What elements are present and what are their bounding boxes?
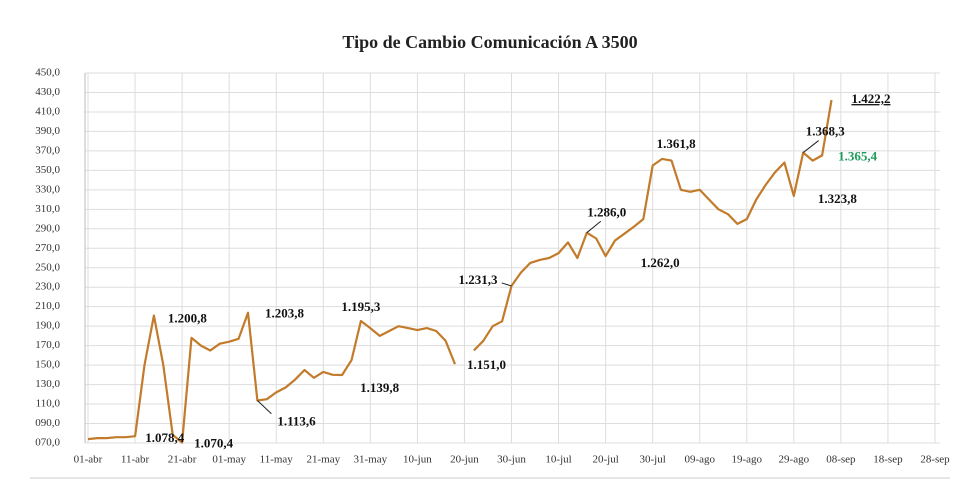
y-tick-label: 410,0	[35, 105, 60, 117]
x-tick-label: 18-sep	[873, 454, 903, 466]
y-tick-label: 210,0	[35, 300, 60, 312]
x-tick-label: 28-sep	[920, 454, 950, 466]
y-tick-label: 250,0	[35, 261, 60, 273]
x-tick-label: 11-may	[260, 454, 294, 466]
y-tick-label: 170,0	[35, 339, 60, 351]
value-label: 1.078,4	[145, 430, 185, 445]
value-label: 1.361,8	[657, 136, 697, 151]
value-label: 1.151,0	[467, 357, 506, 372]
y-tick-label: 390,0	[35, 125, 60, 137]
value-label: 1.365,4	[838, 148, 878, 163]
y-tick-label: 090,0	[35, 417, 60, 429]
y-tick-label: 230,0	[35, 281, 60, 293]
value-label: 1.203,8	[265, 306, 305, 321]
leader-line	[802, 140, 819, 153]
y-tick-label: 070,0	[35, 437, 60, 449]
x-tick-label: 01-abr	[74, 454, 103, 466]
y-tick-label: 330,0	[35, 183, 60, 195]
leader-line	[257, 400, 272, 415]
leader-line	[501, 282, 512, 287]
x-tick-label: 30-jul	[640, 454, 666, 466]
y-tick-label: 270,0	[35, 242, 60, 254]
x-tick-label: 21-may	[306, 454, 340, 466]
value-label: 1.323,8	[818, 191, 858, 206]
value-label: 1.231,3	[459, 272, 499, 287]
value-label: 1.422,2	[851, 91, 890, 106]
y-tick-label: 130,0	[35, 378, 60, 390]
x-tick-label: 20-jul	[592, 454, 618, 466]
value-label: 1.139,8	[360, 380, 400, 395]
chart-title: Tipo de Cambio Comunicación A 3500	[342, 32, 637, 52]
x-tick-label: 11-abr	[121, 454, 150, 466]
value-label: 1.195,3	[341, 299, 381, 314]
x-tick-label: 09-ago	[684, 454, 715, 466]
y-tick-label: 450,0	[35, 67, 60, 79]
y-tick-label: 110,0	[36, 398, 61, 410]
value-label: 1.262,0	[641, 255, 680, 270]
y-tick-label: 290,0	[35, 222, 60, 234]
x-tick-label: 31-may	[354, 454, 388, 466]
y-tick-label: 350,0	[35, 164, 60, 176]
x-tick-label: 20-jun	[450, 454, 479, 466]
leader-line	[586, 220, 602, 234]
x-tick-label: 08-sep	[826, 454, 856, 466]
y-tick-label: 150,0	[35, 359, 60, 371]
x-tick-label: 01-may	[212, 454, 246, 466]
y-tick-label: 310,0	[35, 203, 60, 215]
x-tick-label: 10-jul	[545, 454, 571, 466]
y-tick-label: 190,0	[35, 320, 60, 332]
y-tick-label: 430,0	[35, 86, 60, 98]
x-tick-label: 10-jun	[403, 454, 432, 466]
value-label: 1.070,4	[194, 436, 234, 451]
value-label: 1.200,8	[168, 311, 208, 326]
y-tick-label: 370,0	[35, 144, 60, 156]
x-tick-label: 19-ago	[732, 454, 763, 466]
value-label: 1.368,3	[806, 124, 846, 139]
series-line	[87, 99, 833, 444]
x-tick-label: 21-abr	[168, 454, 197, 466]
x-tick-label: 29-ago	[779, 454, 810, 466]
value-label: 1.113,6	[277, 414, 316, 429]
x-tick-label: 30-jun	[497, 454, 526, 466]
value-label: 1.286,0	[587, 205, 626, 220]
